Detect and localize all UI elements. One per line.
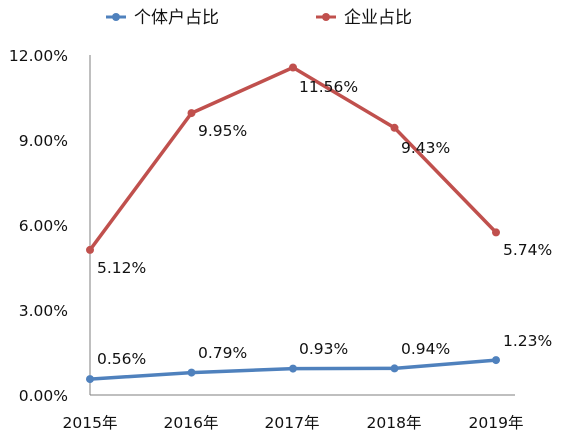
legend-item-enterprise: 企业占比 (316, 8, 412, 28)
y-tick-label: 6.00% (19, 217, 68, 235)
y-tick-label: 0.00% (19, 387, 68, 405)
data-point-individual-2018 (390, 364, 399, 373)
data-label-individual-2019: 1.23% (503, 332, 552, 350)
y-tick-label: 9.00% (19, 132, 68, 150)
data-point-enterprise-2016 (187, 109, 196, 118)
data-label-enterprise-2018: 9.43% (401, 139, 450, 157)
markers-enterprise (86, 63, 500, 254)
y-tick-labels: 0.00% 3.00% 6.00% 9.00% 12.00% (9, 47, 68, 405)
x-tick-label: 2015年 (63, 414, 118, 432)
data-point-individual-2019 (492, 356, 500, 365)
legend-label-individual: 个体户占比 (134, 8, 219, 28)
data-labels-enterprise: 5.12% 9.95% 11.56% 9.43% 5.74% (97, 78, 552, 277)
legend-marker-enterprise (322, 13, 330, 21)
data-point-individual-2016 (187, 368, 196, 377)
data-point-individual-2015 (86, 375, 94, 384)
data-label-enterprise-2019: 5.74% (503, 241, 552, 259)
x-tick-label: 2018年 (367, 414, 422, 432)
data-label-enterprise-2016: 9.95% (198, 122, 247, 140)
data-point-enterprise-2018 (390, 123, 399, 132)
data-label-enterprise-2017: 11.56% (299, 78, 358, 96)
data-label-individual-2016: 0.79% (198, 344, 247, 362)
x-tick-label: 2019年 (469, 414, 524, 432)
data-label-enterprise-2015: 5.12% (97, 259, 146, 277)
data-point-individual-2017 (289, 364, 297, 373)
legend-item-individual: 个体户占比 (106, 8, 219, 28)
x-tick-label: 2017年 (265, 414, 320, 432)
legend: 个体户占比 企业占比 (106, 8, 412, 28)
series-line-enterprise (88, 65, 498, 252)
x-tick-labels: 2015年 2016年 2017年 2018年 2019年 (63, 414, 524, 432)
markers-individual (86, 356, 500, 384)
data-label-individual-2017: 0.93% (299, 340, 348, 358)
data-label-individual-2018: 0.94% (401, 340, 450, 358)
data-point-enterprise-2017 (289, 63, 297, 72)
data-point-enterprise-2015 (86, 245, 94, 254)
data-label-individual-2015: 0.56% (97, 350, 146, 368)
y-tick-label: 3.00% (19, 302, 68, 320)
x-tick-label: 2016年 (164, 414, 219, 432)
legend-label-enterprise: 企业占比 (344, 8, 412, 28)
legend-marker-individual (112, 13, 120, 21)
data-labels-individual: 0.56% 0.79% 0.93% 0.94% 1.23% (97, 332, 552, 368)
data-point-enterprise-2019 (492, 228, 500, 237)
y-tick-label: 12.00% (9, 47, 68, 65)
